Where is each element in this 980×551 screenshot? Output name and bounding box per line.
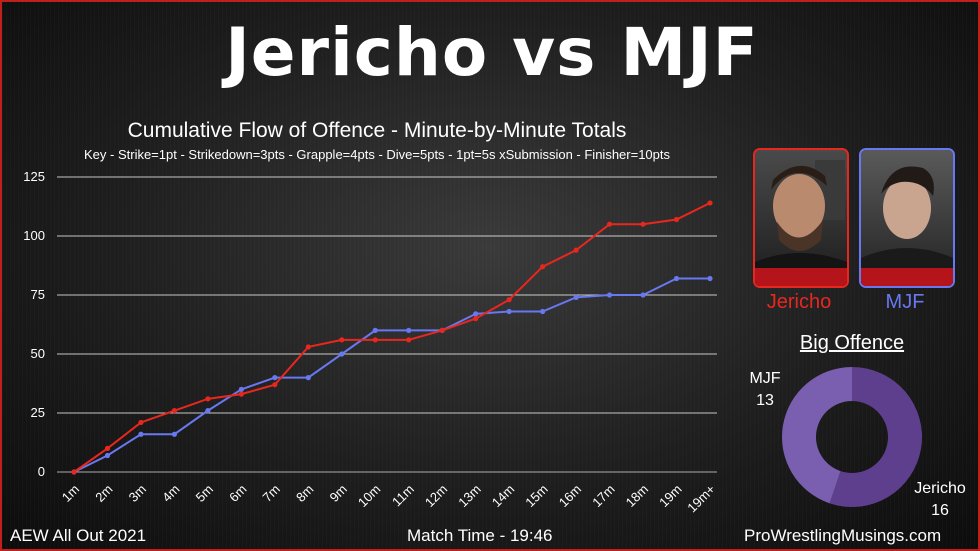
event-name: AEW All Out 2021 bbox=[10, 526, 147, 545]
line-chart: 0 25 50 75 100 125 1m 2m 3m 4m 5m 6m 7m 8m 9m 10m 11m 12… bbox=[23, 169, 718, 516]
x-tick-label: 2m bbox=[92, 482, 115, 505]
data-point-mjf bbox=[540, 308, 546, 315]
x-tick-label: 12m bbox=[422, 482, 450, 510]
y-tick-label: 0 bbox=[38, 464, 45, 479]
x-tick-label: 8m bbox=[293, 482, 316, 505]
donut-label-mjf-value: 13 bbox=[756, 392, 774, 409]
x-tick-label: 6m bbox=[226, 482, 249, 505]
data-point-mjf bbox=[406, 327, 412, 333]
x-tick-label: 10m bbox=[355, 482, 383, 510]
chart-key: Key - Strike=1pt - Strikedown=3pts - Gra… bbox=[84, 147, 670, 162]
big-offence-title: Big Offence bbox=[799, 332, 905, 354]
data-point-jericho bbox=[473, 316, 479, 322]
x-tick-label: 5m bbox=[193, 482, 216, 505]
data-point-mjf bbox=[205, 408, 211, 414]
x-tick-label: 14m bbox=[489, 482, 517, 510]
data-point-jericho bbox=[305, 344, 311, 350]
site-credit: ProWrestlingMusings.com bbox=[744, 526, 942, 545]
data-point-jericho bbox=[339, 337, 345, 343]
data-point-jericho bbox=[138, 419, 144, 426]
data-point-jericho bbox=[406, 337, 412, 343]
data-point-mjf bbox=[339, 351, 345, 357]
data-point-mjf bbox=[506, 308, 512, 315]
data-point-mjf bbox=[640, 292, 646, 298]
page-title: Jericho vs MJF bbox=[225, 14, 759, 91]
data-point-jericho bbox=[640, 221, 646, 227]
data-point-mjf bbox=[473, 311, 479, 317]
x-tick-label: 3m bbox=[126, 482, 149, 505]
jericho-portrait bbox=[753, 148, 849, 288]
data-point-mjf bbox=[138, 431, 144, 437]
series-line-mjf bbox=[73, 277, 710, 473]
data-point-jericho bbox=[540, 264, 546, 270]
data-point-mjf bbox=[238, 386, 244, 392]
x-tick-label: 11m bbox=[389, 482, 417, 510]
donut-slice-jericho bbox=[829, 367, 922, 507]
data-point-mjf bbox=[707, 275, 713, 282]
data-point-jericho bbox=[205, 396, 211, 402]
y-tick-label: 125 bbox=[23, 169, 45, 184]
donut-label-jericho: Jericho 16 bbox=[907, 478, 973, 522]
big-offence-donut bbox=[782, 367, 922, 507]
y-tick-label: 75 bbox=[31, 287, 45, 302]
data-point-jericho bbox=[372, 337, 378, 343]
x-tick-label: 19m+ bbox=[684, 482, 718, 516]
x-tick-label: 15m bbox=[522, 482, 550, 510]
x-tick-label: 17m bbox=[589, 482, 617, 510]
match-time: Match Time - 19:46 bbox=[407, 526, 553, 545]
chart-grid bbox=[57, 176, 717, 473]
mjf-portrait-image bbox=[861, 150, 953, 286]
mjf-name-label: MJF bbox=[885, 291, 925, 313]
x-axis: 1m 2m 3m 4m 5m 6m 7m 8m 9m 10m 11m 12m 13m 14m 15m 16m 1… bbox=[59, 482, 718, 516]
data-point-mjf bbox=[171, 431, 178, 437]
data-point-mjf bbox=[573, 294, 579, 300]
x-tick-label: 19m bbox=[656, 482, 684, 510]
mjf-portrait bbox=[859, 148, 955, 288]
chart-series bbox=[71, 200, 713, 475]
x-tick-label: 16m bbox=[556, 482, 584, 510]
data-point-jericho bbox=[272, 382, 278, 388]
data-point-mjf bbox=[104, 452, 111, 459]
data-point-mjf bbox=[272, 375, 278, 381]
donut-label-mjf-name: MJF bbox=[749, 370, 781, 387]
x-tick-label: 1m bbox=[59, 482, 82, 505]
data-point-mjf bbox=[305, 375, 311, 381]
y-axis: 0 25 50 75 100 125 bbox=[23, 169, 45, 479]
donut-slice-mjf bbox=[782, 367, 852, 504]
x-tick-label: 7m bbox=[260, 482, 283, 505]
data-point-jericho bbox=[439, 327, 445, 333]
y-tick-label: 50 bbox=[31, 346, 45, 361]
x-tick-label: 4m bbox=[159, 482, 182, 505]
jericho-portrait-image bbox=[755, 150, 847, 286]
data-point-jericho bbox=[71, 469, 77, 475]
donut-label-mjf: MJF 13 bbox=[745, 368, 785, 412]
data-point-jericho bbox=[573, 247, 579, 253]
data-point-jericho bbox=[171, 408, 178, 414]
y-tick-label: 25 bbox=[31, 405, 45, 420]
x-tick-label: 18m bbox=[623, 482, 651, 510]
data-point-jericho bbox=[673, 216, 680, 223]
donut-label-jericho-value: 16 bbox=[931, 502, 949, 519]
jericho-name-label: Jericho bbox=[766, 291, 832, 313]
data-point-jericho bbox=[506, 297, 512, 303]
data-point-jericho bbox=[707, 200, 713, 206]
data-point-jericho bbox=[606, 221, 613, 227]
x-tick-label: 9m bbox=[327, 482, 350, 505]
x-tick-label: 13m bbox=[455, 482, 483, 510]
chart-title: Cumulative Flow of Offence - Minute-by-M… bbox=[127, 119, 627, 142]
data-point-jericho bbox=[104, 445, 111, 451]
data-point-mjf bbox=[673, 275, 680, 282]
data-point-mjf bbox=[372, 327, 378, 333]
data-point-jericho bbox=[238, 391, 244, 397]
series-line-jericho bbox=[73, 202, 711, 473]
donut-label-jericho-name: Jericho bbox=[914, 480, 966, 497]
y-tick-label: 100 bbox=[23, 228, 45, 243]
data-point-mjf bbox=[606, 292, 613, 298]
